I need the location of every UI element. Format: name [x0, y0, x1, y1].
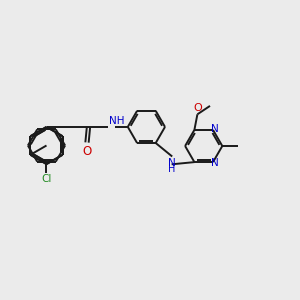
Text: N: N	[211, 158, 219, 168]
Text: O: O	[82, 145, 91, 158]
Text: N: N	[168, 158, 176, 168]
Text: Cl: Cl	[41, 174, 52, 184]
Text: H: H	[168, 164, 175, 174]
Text: NH: NH	[109, 116, 124, 126]
Text: O: O	[193, 103, 202, 113]
Text: N: N	[211, 124, 219, 134]
